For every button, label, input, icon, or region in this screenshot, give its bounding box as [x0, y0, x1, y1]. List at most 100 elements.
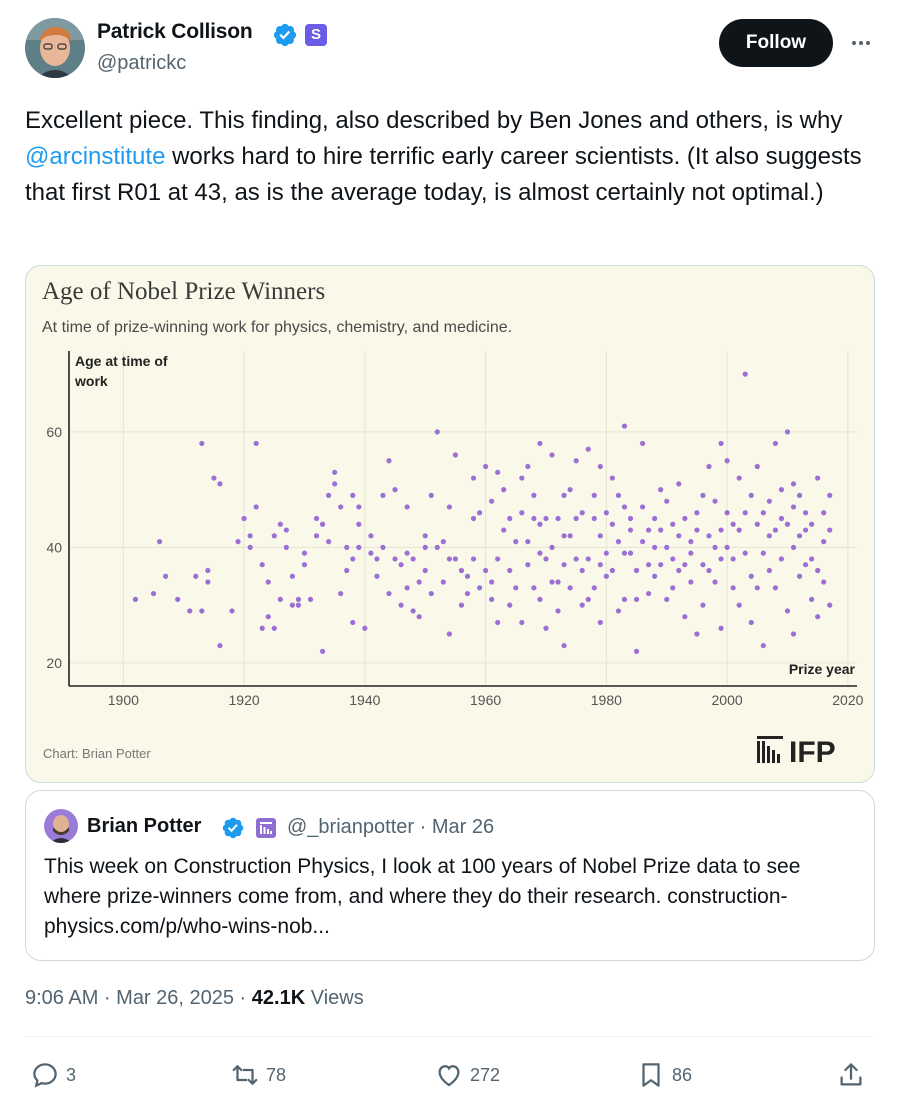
data-point [694, 631, 700, 637]
data-point [380, 544, 386, 550]
x-tick-label: 2020 [832, 692, 863, 708]
data-point [658, 527, 664, 533]
data-point [821, 510, 827, 516]
data-point [549, 452, 555, 458]
data-point [356, 504, 362, 510]
data-point [796, 573, 803, 579]
share-button[interactable] [836, 1058, 866, 1092]
data-point [712, 544, 718, 550]
data-point [591, 585, 597, 591]
chart-image-card[interactable]: Age of Nobel Prize Winners At time of pr… [25, 265, 875, 783]
more-options-icon[interactable] [846, 28, 876, 58]
data-point [416, 579, 422, 585]
data-point [561, 562, 567, 568]
bookmark-button[interactable]: 86 [636, 1058, 692, 1092]
data-point [700, 492, 706, 498]
data-point [567, 533, 573, 539]
data-point [507, 515, 513, 522]
data-point [736, 602, 742, 608]
data-point [827, 492, 833, 498]
data-point [615, 539, 622, 545]
data-point [289, 573, 295, 579]
repost-count: 78 [266, 1064, 287, 1085]
data-point [555, 608, 561, 614]
data-point [428, 492, 434, 498]
data-point [470, 475, 477, 481]
quoted-tweet-card[interactable]: Brian Potter @_brianpotter · Mar 26 This… [25, 790, 875, 961]
data-point [821, 539, 827, 545]
like-count: 272 [470, 1064, 501, 1085]
data-point [597, 463, 603, 470]
data-point [163, 573, 169, 579]
like-button[interactable]: 272 [434, 1058, 500, 1092]
data-point [549, 544, 555, 550]
data-point [338, 504, 344, 510]
data-point [217, 642, 223, 649]
data-point [416, 614, 422, 620]
data-point [827, 602, 833, 608]
data-point [555, 579, 561, 585]
quoted-author-avatar[interactable] [44, 809, 78, 843]
data-point [639, 440, 646, 447]
data-point [633, 567, 640, 574]
tweet-text: Excellent piece. This finding, also desc… [25, 103, 875, 211]
data-point [730, 521, 736, 527]
data-point [380, 492, 386, 498]
data-point [712, 498, 718, 504]
data-point [283, 527, 289, 533]
reply-button[interactable]: 3 [30, 1058, 76, 1092]
data-point [748, 573, 754, 579]
data-point [682, 515, 688, 522]
data-point [772, 585, 778, 591]
data-point [760, 550, 766, 556]
data-point [489, 596, 495, 602]
follow-button[interactable]: Follow [719, 19, 833, 67]
quoted-author-handle[interactable]: @_brianpotter · Mar 26 [287, 816, 495, 838]
data-point [525, 539, 531, 545]
ifp-logo: IFP [755, 732, 855, 769]
data-point [482, 463, 489, 470]
data-point [319, 648, 326, 654]
data-point [398, 562, 404, 568]
data-point [205, 567, 211, 574]
data-point [350, 619, 356, 626]
data-point [531, 585, 537, 591]
data-point [688, 539, 694, 545]
data-point [537, 550, 543, 556]
data-point [664, 596, 670, 602]
data-point [217, 481, 223, 487]
data-point [796, 492, 803, 498]
data-point [374, 556, 380, 562]
data-point [802, 562, 809, 568]
quoted-author-name[interactable]: Brian Potter [87, 815, 202, 837]
data-point [790, 481, 797, 487]
data-point [537, 440, 543, 447]
data-point [434, 429, 440, 435]
data-point [579, 510, 585, 516]
data-point [573, 556, 579, 562]
data-point [464, 590, 471, 597]
repost-button[interactable]: 78 [230, 1058, 286, 1092]
data-point [772, 440, 778, 447]
author-avatar[interactable] [25, 18, 85, 78]
data-point [603, 510, 609, 516]
data-point [410, 556, 416, 562]
data-point [790, 504, 797, 510]
data-point [573, 515, 579, 522]
timestamp[interactable]: 9:06 AM · Mar 26, 2025 · [25, 987, 252, 1009]
data-point [519, 510, 525, 516]
data-point [332, 469, 338, 475]
data-point [766, 567, 772, 574]
data-point [809, 556, 815, 562]
author-name[interactable]: Patrick Collison [97, 20, 253, 43]
data-point [718, 625, 724, 631]
author-handle[interactable]: @patrickc [97, 52, 187, 74]
data-point [597, 619, 603, 626]
data-point [434, 544, 440, 550]
mention-link[interactable]: @arcinstitute [25, 143, 166, 170]
data-point [670, 585, 676, 591]
data-point [621, 423, 628, 429]
data-point [253, 440, 259, 447]
x-tick-label: 2000 [712, 692, 743, 708]
data-point [821, 579, 827, 585]
